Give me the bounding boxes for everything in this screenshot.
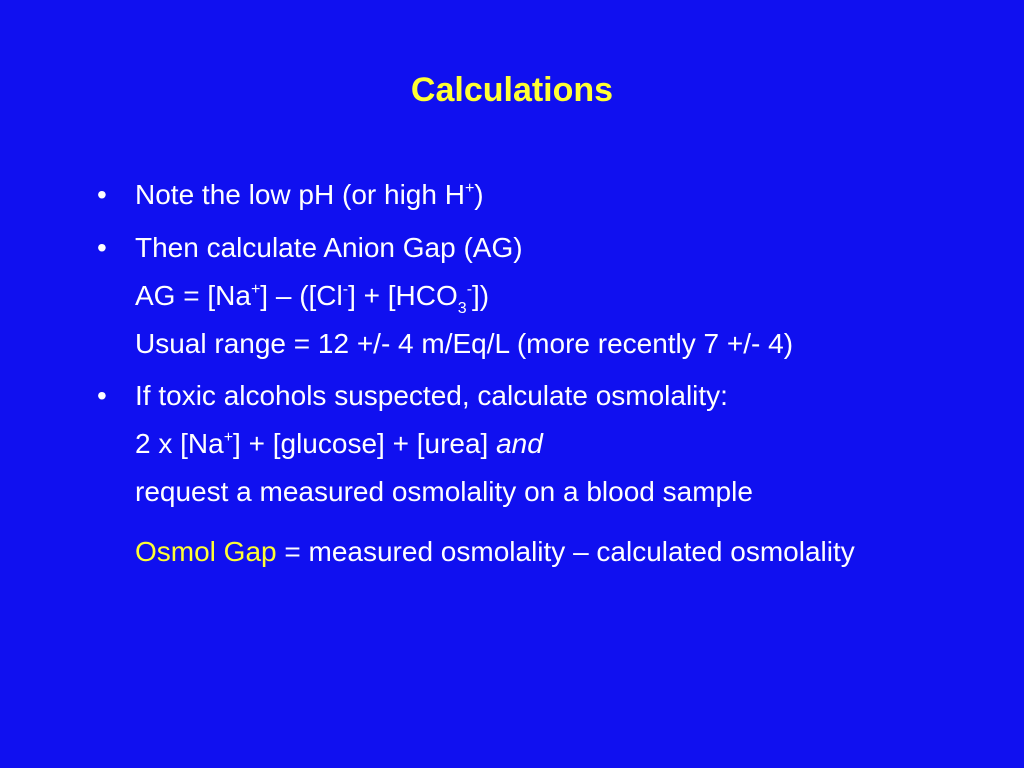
osm-formula-and: and: [496, 428, 543, 459]
hco3-subscript: 3: [457, 300, 467, 317]
bullet-osmolality: • If toxic alcohols suspected, calculate…: [94, 381, 974, 411]
osmol-gap-text: = measured osmolality – calculated osmol…: [276, 536, 855, 567]
osmolality-text: If toxic alcohols suspected, calculate o…: [135, 380, 728, 411]
osmol-gap-definition: Osmol Gap = measured osmolality – calcul…: [94, 537, 974, 567]
cl-minus-superscript: -: [342, 281, 349, 298]
low-ph-text: Note the low pH (or high H: [135, 179, 465, 210]
ag-formula-part4: ]): [472, 280, 490, 311]
ag-formula-part2: ] – ([Cl: [260, 280, 343, 311]
osm-formula-part2: ] + [glucose] + [urea]: [233, 428, 497, 459]
osmol-gap-wrap: Osmol Gap = measured osmolality – calcul…: [135, 537, 895, 567]
na-plus-superscript: +: [250, 281, 261, 298]
h-plus-superscript: +: [464, 180, 475, 197]
hco3-minus-superscript: -: [466, 281, 473, 298]
bullet-marker: •: [97, 179, 107, 210]
anion-gap-suffix: (AG): [455, 232, 523, 263]
anion-gap-formula: AG = [Na+] – ([Cl-] + [HCO3-]): [94, 280, 974, 317]
low-ph-close: ): [474, 179, 484, 210]
osmolality-request: request a measured osmolality on a blood…: [94, 477, 974, 507]
request-text: request a measured osmolality on a blood…: [135, 476, 753, 507]
osmol-gap-label: Osmol Gap: [135, 536, 277, 567]
usual-range-text: Usual range = 12 +/- 4 m/Eq/L (more rece…: [135, 328, 794, 359]
bullet-anion-gap: • Then calculate Anion Gap (AG): [94, 233, 974, 263]
bullet-low-ph: • Note the low pH (or high H+): [94, 180, 974, 210]
bullet-marker: •: [97, 232, 107, 263]
slide-body: • Note the low pH (or high H+) • Then ca…: [94, 180, 974, 567]
ag-formula-part1: AG = [Na: [135, 280, 251, 311]
slide-title: Calculations: [410, 71, 614, 109]
anion-gap-prefix: Then calculate: [135, 232, 324, 263]
anion-gap-emphasis: Anion Gap: [323, 232, 456, 263]
bullet-marker: •: [97, 380, 107, 411]
osm-formula-part1: 2 x [Na: [135, 428, 224, 459]
osmolality-formula: 2 x [Na+] + [glucose] + [urea] and: [94, 429, 974, 459]
na-plus-superscript: +: [223, 429, 234, 446]
anion-gap-range: Usual range = 12 +/- 4 m/Eq/L (more rece…: [94, 329, 974, 359]
ag-formula-part3: ] + [HCO: [348, 280, 458, 311]
